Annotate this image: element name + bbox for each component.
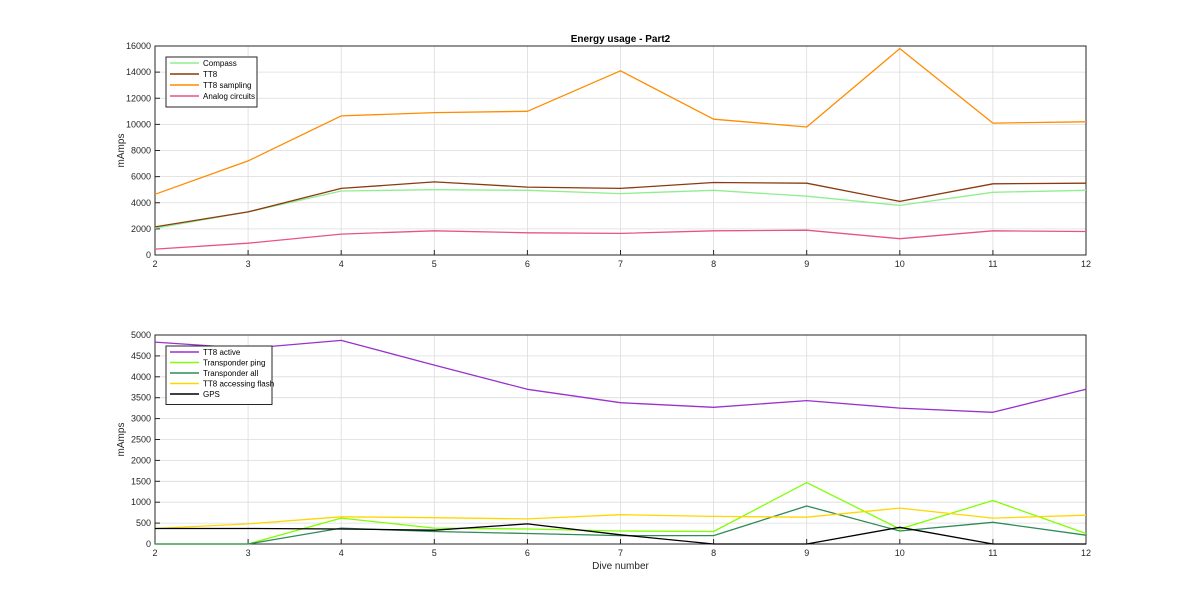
y-tick-label: 4000 xyxy=(131,372,151,382)
x-tick-label: 2 xyxy=(152,548,157,558)
y-tick-label: 4000 xyxy=(131,198,151,208)
legend-label: Transponder all xyxy=(203,369,259,378)
x-tick-label: 8 xyxy=(711,548,716,558)
y-tick-label: 3000 xyxy=(131,414,151,424)
x-tick-label: 12 xyxy=(1081,259,1091,269)
x-tick-label: 5 xyxy=(432,548,437,558)
x-tick-label: 4 xyxy=(339,548,344,558)
legend-label: TT8 accessing flash xyxy=(203,380,274,389)
y-tick-label: 16000 xyxy=(126,41,151,51)
y-tick-label: 0 xyxy=(146,539,151,549)
x-tick-label: 9 xyxy=(804,259,809,269)
series-line-transponder-ping xyxy=(155,481,1087,545)
y-tick-label: 4500 xyxy=(131,351,151,361)
y-tick-label: 3500 xyxy=(131,393,151,403)
series-line-tt8-sampling xyxy=(154,47,1087,195)
y-tick-label: 14000 xyxy=(126,67,151,77)
y-axis-label: mAmps xyxy=(116,423,127,457)
x-tick-label: 3 xyxy=(246,259,251,269)
legend-label: TT8 sampling xyxy=(203,81,251,90)
series-line-transponder-all xyxy=(155,505,1087,545)
y-tick-label: 2500 xyxy=(131,435,151,445)
legend-label: TT8 xyxy=(203,70,218,79)
y-tick-label: 5000 xyxy=(131,330,151,340)
x-tick-label: 10 xyxy=(895,548,905,558)
x-tick-label: 12 xyxy=(1081,548,1091,558)
x-tick-label: 11 xyxy=(988,259,997,269)
chart-title: Energy usage - Part2 xyxy=(571,34,671,45)
x-tick-label: 6 xyxy=(525,259,530,269)
series-line-gps xyxy=(155,523,1086,545)
chart-1: 2 3 4 5 6 7 8 9 10 11 12 0 2000 4000 6000 8000 10000 1200… xyxy=(116,34,1091,269)
y-axis-label: mAmps xyxy=(116,134,127,168)
y-tick-label: 1000 xyxy=(131,497,151,507)
x-axis-label: Dive number xyxy=(592,561,649,572)
legend-label: Compass xyxy=(203,59,237,68)
y-tick-label: 1500 xyxy=(131,476,151,486)
series-line-tt8-accessing-flash xyxy=(154,507,1087,530)
x-tick-label: 4 xyxy=(339,259,344,269)
x-tick-label: 10 xyxy=(895,259,905,269)
y-tick-label: 10000 xyxy=(126,119,151,129)
chart-2: 2 3 4 5 6 7 8 9 10 11 12 0 500 1000 1500 2000 2500 3000 35… xyxy=(116,330,1091,572)
series-line-analog-circuits xyxy=(154,229,1087,250)
y-tick-label: 2000 xyxy=(131,224,151,234)
y-tick-label: 8000 xyxy=(131,146,151,156)
x-tick-label: 11 xyxy=(988,548,997,558)
legend-label: TT8 active xyxy=(203,348,241,357)
y-tick-label: 2000 xyxy=(131,455,151,465)
y-tick-label: 12000 xyxy=(126,93,151,103)
x-tick-label: 3 xyxy=(246,548,251,558)
x-tick-label: 2 xyxy=(152,259,157,269)
y-tick-label: 6000 xyxy=(131,172,151,182)
legend-label: Analog circuits xyxy=(203,92,255,101)
legend-box xyxy=(165,56,258,108)
series-line-compass xyxy=(154,189,1087,229)
x-tick-label: 7 xyxy=(618,548,623,558)
x-tick-label: 8 xyxy=(711,259,716,269)
legend-label: Transponder ping xyxy=(203,359,265,368)
y-tick-label: 0 xyxy=(146,250,151,260)
series-line-tt8-active xyxy=(154,339,1087,413)
x-tick-label: 9 xyxy=(804,548,809,558)
x-tick-label: 5 xyxy=(432,259,437,269)
y-tick-label: 500 xyxy=(136,518,151,528)
legend-label: GPS xyxy=(203,390,220,399)
series-line-tt8 xyxy=(154,181,1087,228)
x-tick-label: 6 xyxy=(525,548,530,558)
x-tick-label: 7 xyxy=(618,259,623,269)
